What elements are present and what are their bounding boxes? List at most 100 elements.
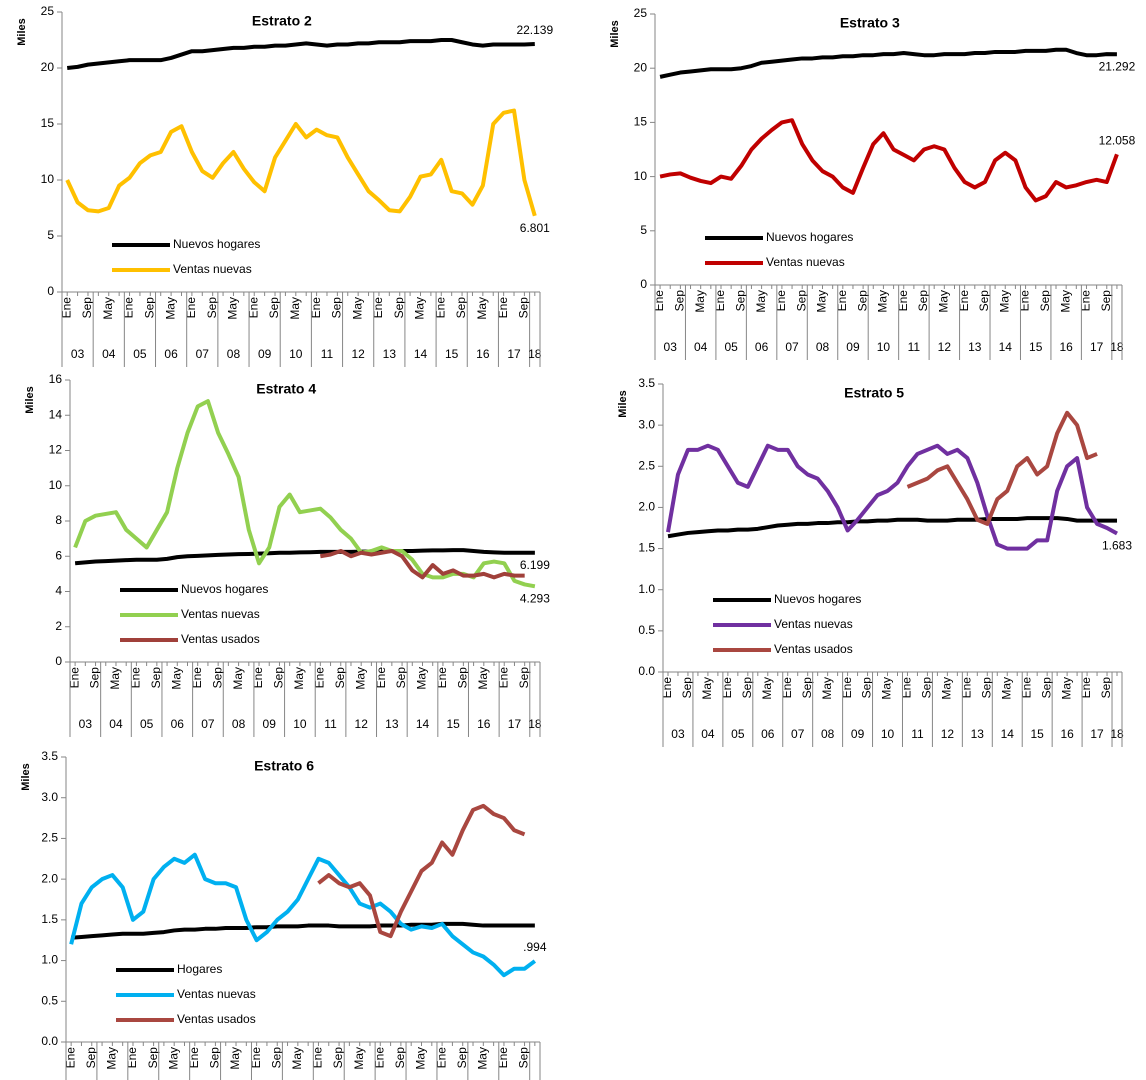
y-tick-label: 4 <box>55 584 62 598</box>
legend-label: Nuevos hogares <box>173 237 260 251</box>
x-tick-label: Sep <box>267 297 281 319</box>
y-tick-label: 0 <box>55 654 62 668</box>
x-tick-label: Sep <box>394 667 408 689</box>
legend-label: Ventas nuevas <box>181 607 260 621</box>
x-tick-label: Sep <box>977 290 991 312</box>
x-tick-label: Sep <box>855 290 869 312</box>
year-label: 11 <box>908 340 921 354</box>
x-tick-label: Ene <box>720 677 734 699</box>
x-tick-label: May <box>414 1047 428 1070</box>
x-tick-label: Sep <box>146 1047 160 1069</box>
legend-label: Ventas nuevas <box>177 987 256 1001</box>
legend-label: Ventas usados <box>181 632 260 646</box>
x-tick-label: May <box>1058 290 1072 313</box>
x-tick-label: Ene <box>896 290 910 312</box>
year-label: 06 <box>755 340 769 354</box>
data-label: .994 <box>523 940 547 954</box>
year-label: 13 <box>968 340 982 354</box>
x-tick-label: May <box>350 297 364 320</box>
x-tick-label: May <box>820 677 834 700</box>
x-tick-label: Sep <box>272 667 286 689</box>
year-label: 08 <box>821 727 835 741</box>
year-label: 09 <box>258 347 272 361</box>
data-label: 21.292 <box>1099 59 1136 73</box>
y-tick-label: 10 <box>49 478 63 492</box>
x-tick-label: Ene <box>957 290 971 312</box>
x-tick-label: Ene <box>496 297 510 319</box>
data-label: 12.058 <box>1099 133 1136 147</box>
y-tick-label: 1.5 <box>638 541 655 555</box>
x-tick-label: May <box>353 667 367 690</box>
legend-label: Ventas nuevas <box>766 255 845 269</box>
chart-title: Estrato 3 <box>840 15 900 31</box>
year-label: 04 <box>701 727 715 741</box>
x-tick-label: Ene <box>251 667 265 689</box>
x-tick-label: Sep <box>269 1047 283 1069</box>
x-tick-label: Sep <box>920 677 934 699</box>
series-line <box>667 516 1118 539</box>
x-tick-label: Ene <box>780 677 794 699</box>
x-tick-label: Ene <box>246 297 260 319</box>
year-label: 17 <box>508 717 522 731</box>
chart-title: Estrato 4 <box>256 381 316 397</box>
chart-title: Estrato 6 <box>254 758 314 774</box>
y-tick-label: 0.0 <box>638 664 655 678</box>
x-tick-label: Sep <box>979 677 993 699</box>
y-tick-label: 16 <box>49 372 63 386</box>
year-label: 16 <box>477 717 491 731</box>
year-label: 10 <box>877 340 891 354</box>
x-tick-label: Sep <box>88 667 102 689</box>
series-line <box>74 548 535 566</box>
legend-label: Nuevos hogares <box>766 230 853 244</box>
y-tick-label: 0 <box>640 277 647 291</box>
y-tick-label: 6 <box>55 548 62 562</box>
x-tick-label: Ene <box>371 297 385 319</box>
year-label: 14 <box>416 717 430 731</box>
x-tick-label: Sep <box>142 297 156 319</box>
x-tick-label: Sep <box>740 677 754 699</box>
y-tick-label: 1.0 <box>41 953 58 967</box>
x-tick-label: Ene <box>249 1047 263 1069</box>
x-tick-label: May <box>1059 677 1073 700</box>
y-tick-label: 15 <box>41 116 55 130</box>
y-tick-label: 15 <box>634 115 648 129</box>
year-label: 04 <box>694 340 708 354</box>
x-tick-label: May <box>169 667 183 690</box>
x-tick-label: Sep <box>860 677 874 699</box>
year-label: 08 <box>232 717 246 731</box>
x-tick-label: Sep <box>1099 677 1113 699</box>
x-tick-label: May <box>228 1047 242 1070</box>
year-label: 15 <box>1031 727 1045 741</box>
year-label: 03 <box>71 347 85 361</box>
y-tick-label: 20 <box>41 60 55 74</box>
x-tick-label: Ene <box>311 1047 325 1069</box>
x-tick-label: Ene <box>713 290 727 312</box>
y-tick-label: 2.0 <box>638 500 655 514</box>
y-tick-label: 5 <box>47 228 54 242</box>
year-label: 05 <box>140 717 154 731</box>
x-tick-label: Ene <box>433 297 447 319</box>
year-label: 11 <box>321 347 334 361</box>
x-tick-label: May <box>700 677 714 700</box>
x-tick-label: May <box>231 667 245 690</box>
series-line <box>666 443 1118 551</box>
year-label: 18 <box>1110 727 1124 741</box>
year-label: 15 <box>446 717 460 731</box>
y-axis-label: Miles <box>20 763 32 791</box>
y-tick-label: 3.5 <box>41 749 58 763</box>
year-label: 05 <box>731 727 745 741</box>
y-axis-label: Miles <box>609 20 621 48</box>
x-tick-label: Ene <box>496 1047 510 1069</box>
x-tick-label: May <box>290 1047 304 1070</box>
year-label: 09 <box>846 340 860 354</box>
year-label: 11 <box>324 717 337 731</box>
year-label: 15 <box>445 347 459 361</box>
x-tick-label: May <box>999 677 1013 700</box>
series-line <box>69 852 537 978</box>
x-tick-label: Ene <box>309 297 323 319</box>
data-label: 1.683 <box>1102 539 1132 553</box>
x-tick-label: Sep <box>800 677 814 699</box>
x-tick-label: Ene <box>122 297 136 319</box>
year-label: 04 <box>102 347 116 361</box>
